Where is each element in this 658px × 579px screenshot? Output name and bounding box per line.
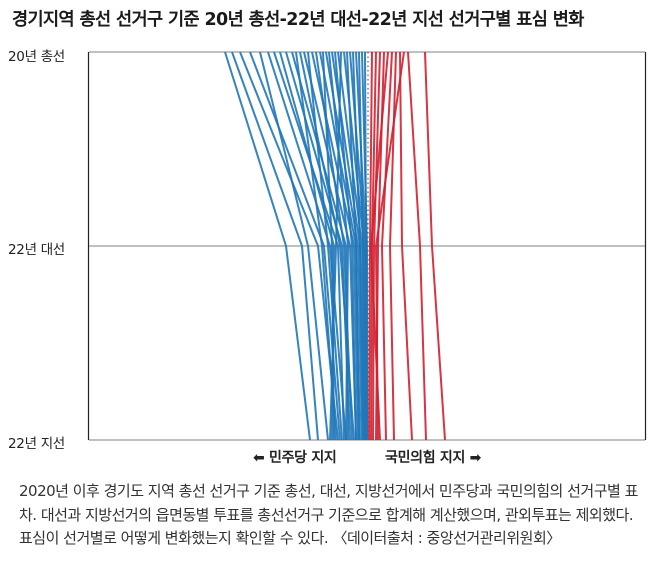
democratic-support-text: 민주당 지지 xyxy=(269,450,337,466)
series-line-blue-26 xyxy=(346,51,360,441)
series-line-blue-22 xyxy=(334,51,357,441)
series-line-blue-01 xyxy=(224,51,311,441)
series-line-blue-24 xyxy=(329,51,342,441)
series-line-blue-04 xyxy=(249,51,341,441)
ppp-support-text: 국민의힘 지지 xyxy=(385,450,466,466)
axis-label-22-presidential-election: 22년 대선 xyxy=(8,242,65,258)
series-line-blue-18 xyxy=(322,51,335,441)
ppp-support-label: 국민의힘 지지 ➡ xyxy=(385,447,481,467)
series-line-red-03 xyxy=(372,51,381,441)
series-line-blue-28 xyxy=(352,51,364,441)
series-line-blue-19 xyxy=(325,51,363,441)
series-line-red-09 xyxy=(375,51,405,441)
series-line-red-11 xyxy=(424,51,446,441)
series-line-red-08 xyxy=(399,51,413,441)
axis-label-22-local-election: 22년 지선 xyxy=(8,436,65,452)
democratic-support-label: ⬅ 민주당 지지 xyxy=(253,447,337,467)
series-lines xyxy=(224,51,446,441)
arrow-left-icon: ⬅ xyxy=(253,450,265,466)
series-line-red-10 xyxy=(407,51,427,441)
chart-caption: 2020년 이후 경기도 지역 총선 선거구 기준 총선, 대선, 지방선거에서… xyxy=(19,482,638,547)
series-line-blue-07 xyxy=(273,51,345,441)
series-line-blue-20 xyxy=(328,51,349,441)
series-line-blue-32 xyxy=(364,51,368,441)
series-line-blue-05 xyxy=(259,51,329,441)
axis-label-20-general-election: 20년 총선 xyxy=(8,49,65,65)
series-line-blue-06 xyxy=(267,51,347,441)
arrow-right-icon: ➡ xyxy=(469,450,482,466)
series-line-blue-30 xyxy=(358,51,366,441)
series-line-blue-14 xyxy=(307,51,343,441)
chart-title: 경기지역 총선 선거구 기준 20년 총선-22년 대선-22년 지선 선거구별… xyxy=(12,10,584,30)
slope-chart xyxy=(87,51,647,441)
series-line-red-06 xyxy=(381,51,393,441)
series-line-blue-02 xyxy=(231,51,319,441)
